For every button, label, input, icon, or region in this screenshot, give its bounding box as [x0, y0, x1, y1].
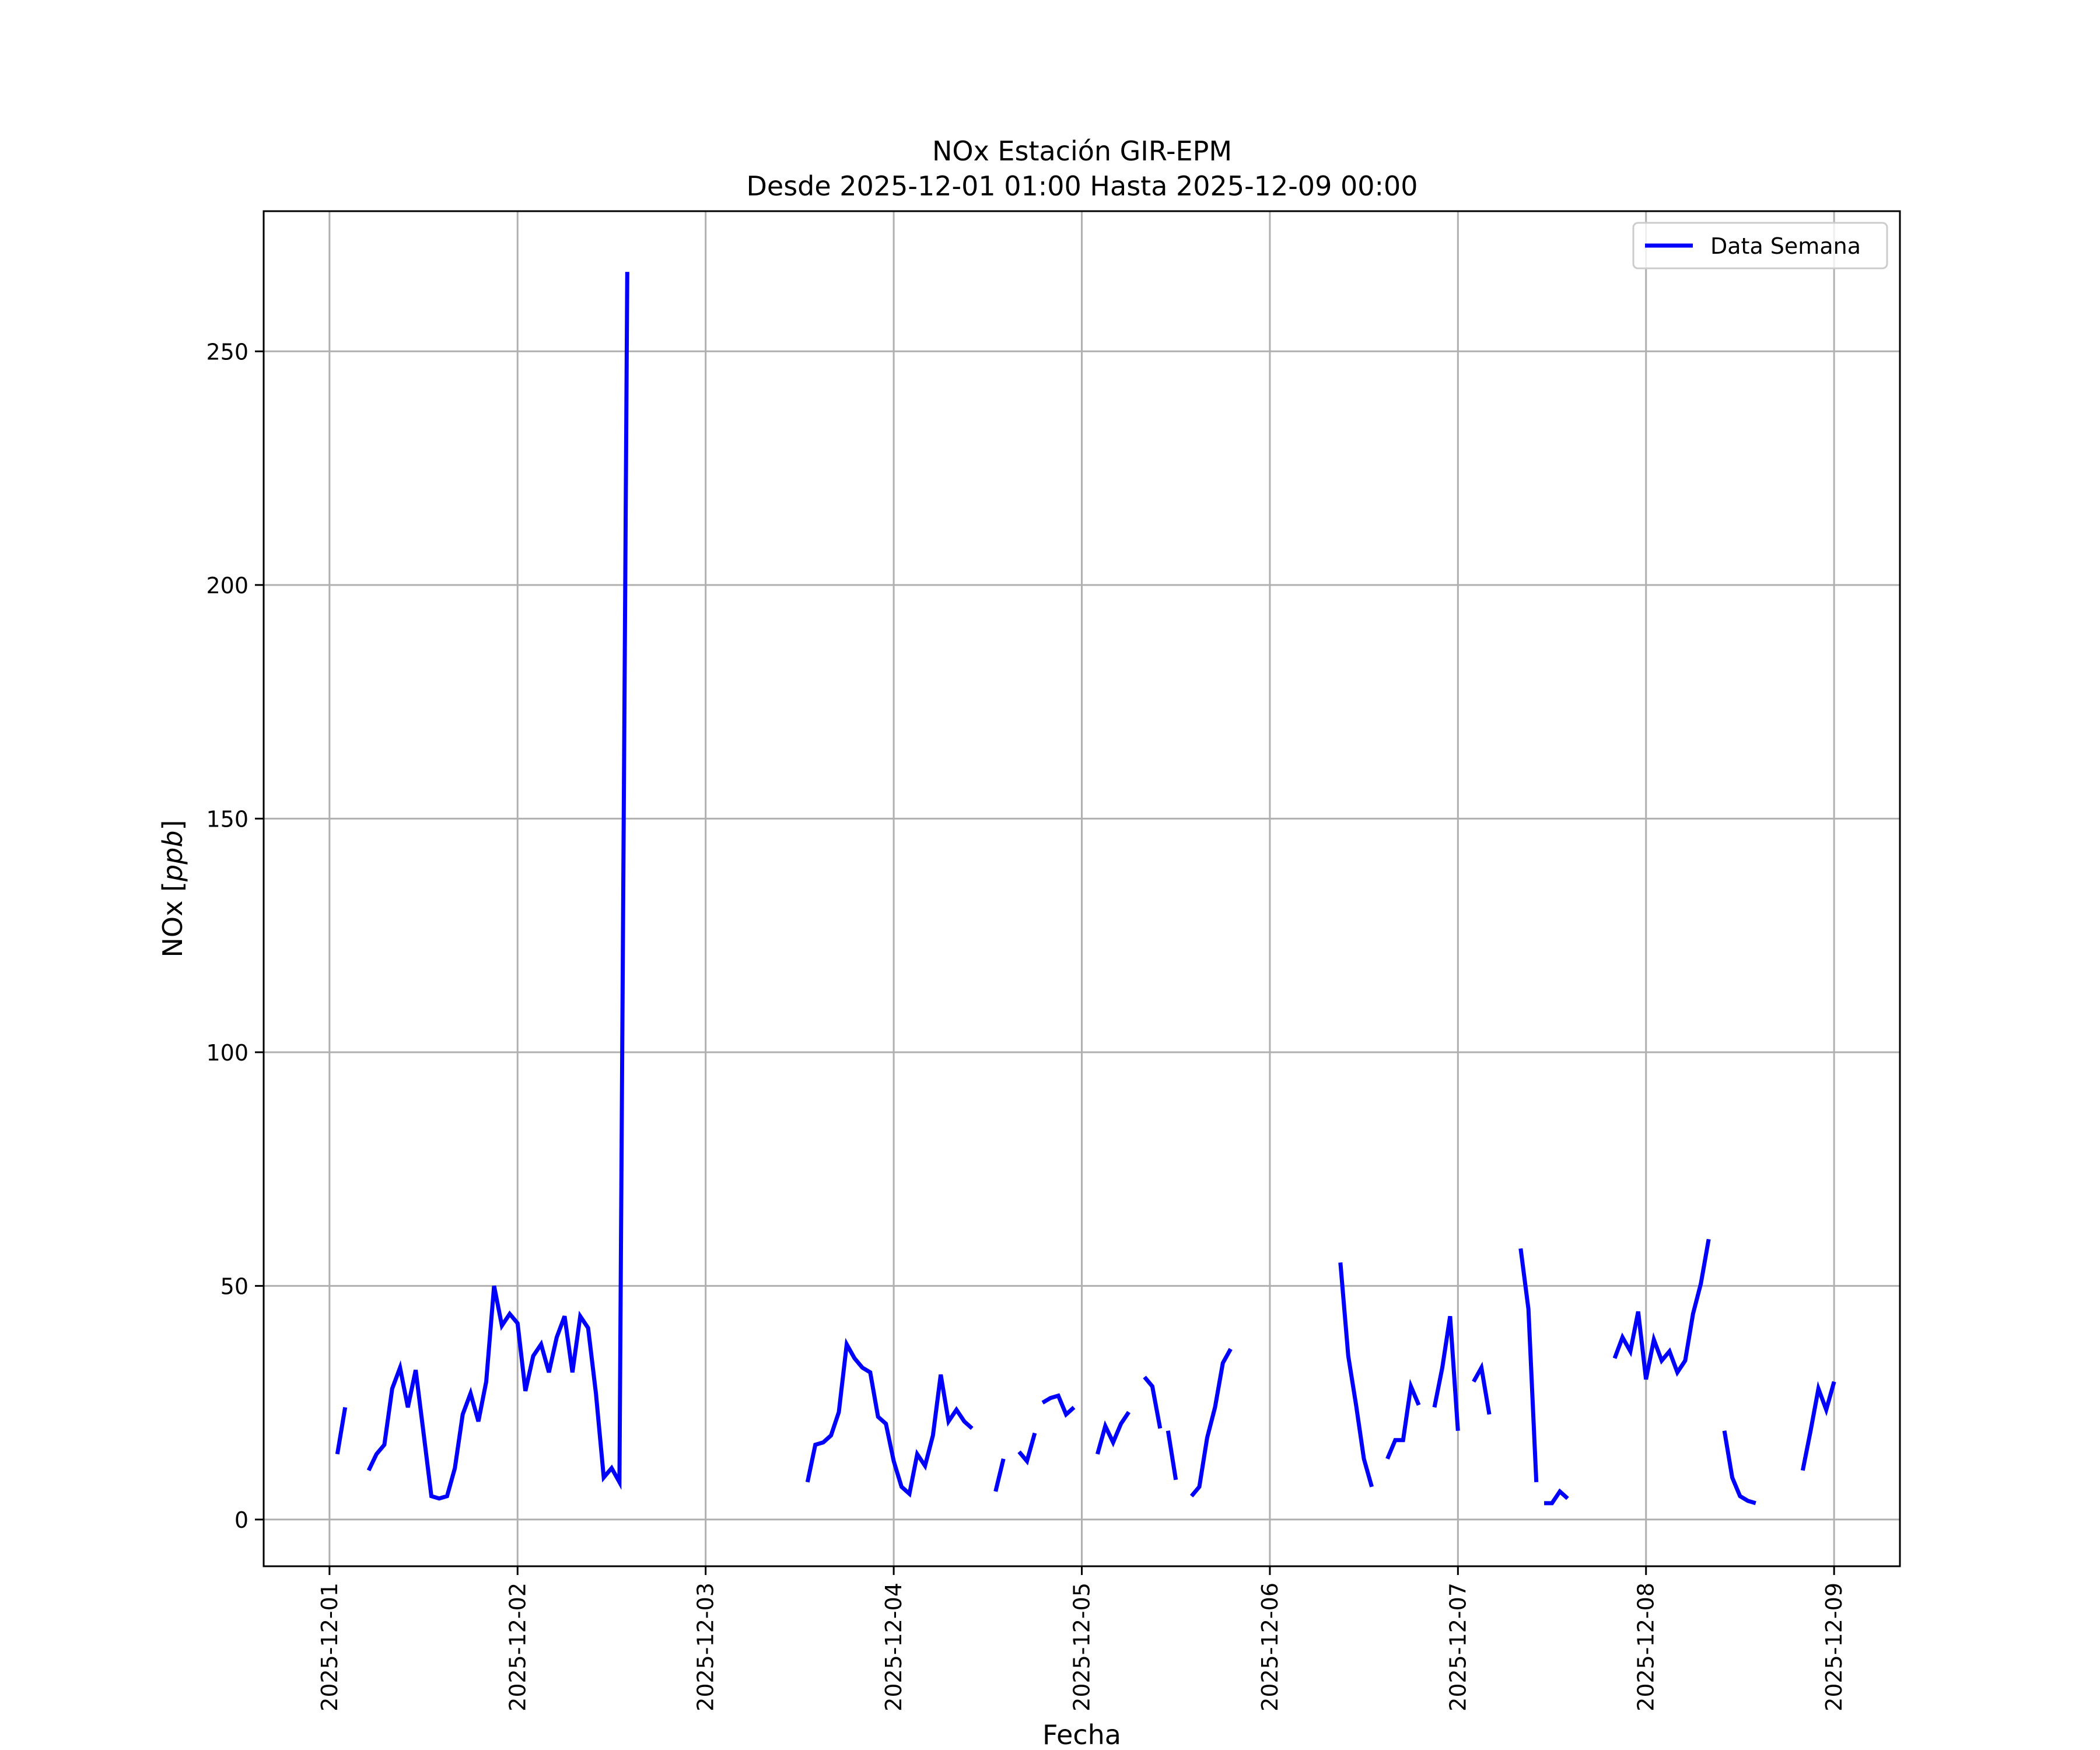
x-axis-ticks: 2025-12-01 2025-12-02 2025-12-03 2025-12-04… — [317, 1566, 1847, 1712]
y-tick-label: 50 — [220, 1273, 249, 1299]
x-tick-label: 2025-12-05 — [1069, 1583, 1095, 1712]
series-line-segment — [1612, 1238, 1711, 1380]
series-line-segment — [993, 1458, 1006, 1492]
x-axis-label: Fecha — [1042, 1719, 1121, 1750]
y-tick-label: 250 — [206, 339, 249, 365]
y-axis-label: NOx [ppb] — [157, 820, 188, 958]
legend: Data Semana — [1632, 222, 1888, 270]
x-tick-label: 2025-12-02 — [505, 1583, 530, 1712]
series-line-segment — [1518, 1248, 1539, 1482]
series-line-segment — [1432, 1315, 1460, 1431]
x-tick-label: 2025-12-06 — [1257, 1583, 1283, 1712]
x-tick-label: 2025-12-08 — [1633, 1583, 1659, 1712]
series-line-segment — [1017, 1432, 1037, 1466]
series-line-segment — [1096, 1410, 1131, 1455]
y-tick-label: 150 — [206, 806, 249, 832]
legend-box — [1632, 222, 1888, 270]
series-line-segment — [1166, 1430, 1178, 1480]
chart-title: NOx Estación GIR-EPM — [932, 135, 1233, 167]
series-line-segment — [805, 1338, 974, 1498]
y-axis-ticks: 0 50 100 150 200 250 — [206, 339, 264, 1533]
series-line-segment — [1722, 1430, 1756, 1506]
x-tick-label: 2025-12-07 — [1445, 1583, 1471, 1712]
grid-lines — [264, 211, 1900, 1566]
plot-area — [335, 272, 1836, 1506]
y-tick-label: 0 — [235, 1507, 249, 1533]
x-tick-label: 2025-12-03 — [693, 1583, 719, 1712]
y-tick-label: 100 — [206, 1040, 249, 1066]
x-tick-label: 2025-12-09 — [1821, 1583, 1847, 1712]
series-line-segment — [1472, 1362, 1492, 1415]
series-line-segment — [1143, 1376, 1163, 1429]
series-line-segment — [1189, 1348, 1233, 1498]
series-line-segment — [1338, 1262, 1374, 1488]
y-tick-label: 200 — [206, 573, 249, 598]
series-line-segment — [1385, 1378, 1421, 1460]
series-line-segment — [1544, 1488, 1569, 1506]
x-tick-label: 2025-12-01 — [317, 1583, 342, 1712]
series-line-segment — [1041, 1393, 1076, 1418]
legend-label: Data Semana — [1710, 233, 1861, 259]
series-line-segment — [366, 272, 629, 1501]
x-tick-label: 2025-12-04 — [881, 1583, 907, 1712]
series-line-segment — [335, 1407, 348, 1455]
series-line-segment — [1800, 1381, 1836, 1471]
chart-subtitle: Desde 2025-12-01 01:00 Hasta 2025-12-09 … — [746, 170, 1418, 202]
